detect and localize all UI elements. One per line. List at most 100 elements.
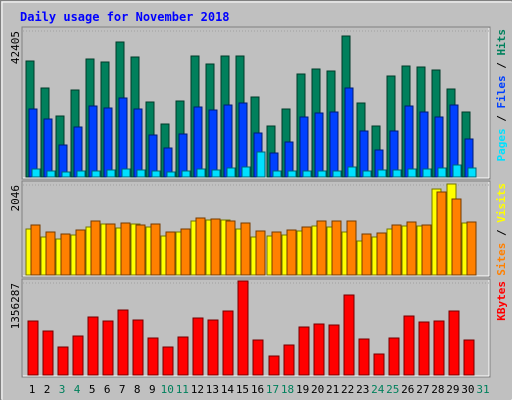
bar-sites-day-30 [466,221,477,276]
day-label-21: 21 [326,383,339,396]
chart-title: Daily usage for November 2018 [20,10,230,24]
bar-sites-day-14 [225,220,236,276]
bar-kbytes-day-7 [117,309,129,376]
day-label-19: 19 [296,383,309,396]
bar-pages-day-23 [362,170,372,178]
bar-sites-day-1 [30,224,41,276]
bar-pages-day-24 [377,169,387,178]
bar-kbytes-day-13 [207,319,219,376]
bar-pages-day-28 [437,167,447,178]
day-label-14: 14 [221,383,235,396]
bar-kbytes-day-9 [147,337,159,376]
bar-sites-day-23 [361,233,372,276]
bar-pages-day-21 [332,170,342,178]
bar-sites-day-9 [150,223,161,276]
bar-sites-day-15 [240,222,251,276]
bar-pages-day-20 [317,170,327,178]
day-label-25: 25 [386,383,399,396]
legend-entry-sites: Sites [495,243,508,276]
day-label-13: 13 [206,383,219,396]
bar-pages-day-13 [211,169,221,178]
bar-kbytes-day-23 [358,338,370,376]
bar-pages-day-25 [392,169,402,178]
bar-kbytes-day-27 [418,321,430,376]
bar-sites-day-27 [421,224,432,276]
bar-sites-day-12 [195,217,206,276]
legend-entry-files: Files [495,75,508,108]
day-label-24: 24 [371,383,385,396]
bar-kbytes-day-8 [132,319,144,376]
legend-entry-visits: Visits [495,183,508,223]
bar-files-day-14 [223,104,233,178]
bar-pages-day-18 [287,170,297,178]
bar-sites-day-17 [271,231,282,276]
day-label-15: 15 [236,383,249,396]
bar-kbytes-day-10 [162,346,174,376]
bar-sites-day-5 [90,220,101,276]
bar-kbytes-day-17 [268,355,280,376]
bar-sites-day-13 [210,218,221,276]
day-label-2: 2 [44,383,51,396]
bar-sites-day-24 [376,232,387,276]
day-label-28: 28 [431,383,444,396]
bar-sites-day-19 [301,226,312,276]
bar-sites-day-7 [120,222,131,276]
bar-sites-day-21 [331,220,342,276]
y-max-label-kbytes: 1356287 [9,283,22,329]
day-label-18: 18 [281,383,294,396]
bar-pages-day-10 [166,171,176,178]
day-label-27: 27 [416,383,429,396]
bar-pages-day-11 [181,170,191,178]
bar-files-day-22 [344,87,354,178]
bar-sites-day-11 [180,228,191,276]
bar-files-day-7 [118,97,128,178]
bar-kbytes-day-30 [463,339,475,376]
bar-pages-day-6 [106,169,116,178]
day-label-26: 26 [401,383,414,396]
day-label-5: 5 [89,383,96,396]
bar-files-day-13 [208,109,218,178]
bar-sites-day-29 [451,198,462,276]
bar-kbytes-day-5 [87,316,99,376]
bar-files-day-19 [299,116,309,178]
bar-files-day-1 [28,108,38,178]
legend-entry-hits: Hits [495,29,508,56]
bar-pages-day-3 [61,171,71,178]
bar-files-day-12 [193,106,203,178]
bar-sites-day-26 [406,221,417,276]
bar-kbytes-day-18 [283,344,295,376]
bar-sites-day-20 [316,220,327,276]
legend-entry-pages: Pages [495,128,508,161]
bar-kbytes-day-29 [448,310,460,376]
bar-kbytes-day-15 [237,280,249,376]
bar-files-day-23 [359,130,369,178]
bar-sites-day-16 [255,230,266,276]
day-label-17: 17 [266,383,279,396]
day-label-22: 22 [341,383,354,396]
bar-kbytes-day-24 [373,353,385,376]
bar-kbytes-day-16 [252,339,264,376]
bar-pages-day-22 [347,166,357,178]
bar-pages-day-9 [151,170,161,178]
bar-sites-day-18 [286,229,297,276]
bar-sites-day-4 [75,229,86,276]
bar-kbytes-day-21 [328,324,340,376]
day-label-9: 9 [149,383,156,396]
bar-files-day-8 [133,108,143,178]
bar-pages-day-5 [91,170,101,178]
legend-kbytes: KBytes [495,281,508,321]
legend-entry-sep1: / [495,109,508,129]
bar-pages-day-17 [272,170,282,178]
bar-files-day-5 [88,105,98,178]
bar-files-day-2 [43,118,53,178]
bar-sites-day-6 [105,223,116,276]
bar-pages-day-27 [422,168,432,178]
bar-kbytes-day-6 [102,320,114,376]
bar-pages-day-30 [467,167,477,178]
bar-kbytes-day-19 [298,326,310,376]
day-label-31: 31 [476,383,489,396]
bar-kbytes-day-3 [57,346,69,376]
bar-kbytes-day-11 [177,336,189,376]
day-label-7: 7 [119,383,126,396]
